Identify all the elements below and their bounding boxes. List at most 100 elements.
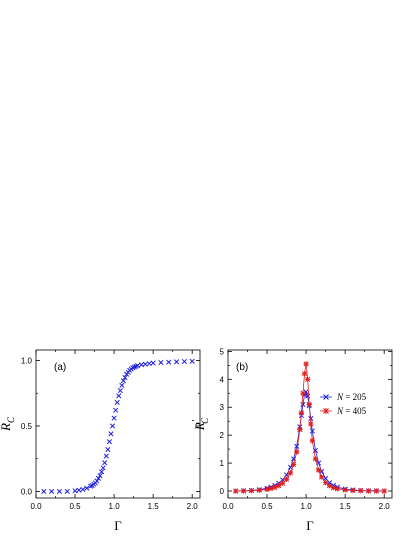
data-point <box>41 488 47 495</box>
data-point <box>294 449 300 455</box>
data-point <box>350 487 356 494</box>
data-point <box>146 361 152 367</box>
legend-label: N = 205 <box>336 392 367 402</box>
data-point <box>283 476 290 482</box>
data-point <box>319 474 325 480</box>
data-point <box>130 365 136 371</box>
data-point <box>280 480 286 486</box>
data-point <box>312 456 319 462</box>
data-point <box>248 488 255 494</box>
data-point <box>373 488 380 494</box>
panel-b-chart: 0.0 0.5 1.0 1.5 2.0 0 1 2 3 4 5 (b) Γ R′C N = 205 N = 4… <box>190 347 393 533</box>
y-tick-label: 1.0 <box>21 356 33 365</box>
y-tick-label: 0 <box>220 487 225 496</box>
data-point <box>358 488 364 494</box>
y-tick-label: 4 <box>220 375 225 384</box>
data-point <box>138 362 144 368</box>
data-point <box>94 478 100 484</box>
data-point <box>111 415 117 421</box>
x-axis-label: Γ <box>306 518 314 533</box>
data-point <box>233 488 239 494</box>
x-tick-label: 0.5 <box>69 502 81 511</box>
data-point <box>105 446 111 453</box>
data-point <box>297 426 303 433</box>
y-axis-label: RC <box>0 416 16 432</box>
data-point <box>88 483 94 489</box>
data-point <box>181 358 187 365</box>
data-point <box>303 361 309 367</box>
data-point <box>315 467 322 473</box>
series-1 <box>233 361 387 494</box>
data-point <box>158 360 164 366</box>
legend-marker <box>323 394 329 400</box>
data-point <box>342 487 348 493</box>
x-tick-label: 2.0 <box>187 502 199 511</box>
data-point <box>142 361 148 367</box>
data-point <box>365 488 372 494</box>
x-tick-label: 0.0 <box>222 502 234 511</box>
data-point <box>287 470 294 476</box>
y-tick-label: 0.5 <box>21 422 33 431</box>
data-point <box>133 363 139 369</box>
data-point <box>102 460 108 466</box>
x-tick-label: 0.5 <box>261 502 273 511</box>
data-point <box>122 374 128 381</box>
data-point <box>308 415 314 421</box>
data-point <box>300 390 306 396</box>
data-point <box>80 486 86 493</box>
x-tick-label: 0.0 <box>30 502 42 511</box>
x-tick-label: 1.0 <box>109 502 121 511</box>
data-point <box>49 488 55 495</box>
data-point <box>109 423 116 429</box>
series-0 <box>41 358 195 495</box>
data-point <box>298 410 305 416</box>
data-point <box>305 376 311 382</box>
plot-frame <box>227 349 393 499</box>
legend-label: N = 405 <box>336 406 367 416</box>
data-point <box>64 488 70 495</box>
data-point <box>72 488 78 494</box>
data-point <box>166 359 172 365</box>
data-point <box>84 485 90 491</box>
data-point <box>174 359 180 365</box>
data-point <box>322 480 329 486</box>
data-point <box>114 399 120 405</box>
data-point <box>309 438 315 444</box>
data-point <box>131 364 137 370</box>
data-point <box>334 486 340 492</box>
data-point <box>268 485 274 492</box>
x-tick-label: 2.0 <box>379 502 391 511</box>
data-point <box>76 487 82 493</box>
panel-label: (b) <box>236 362 248 373</box>
data-point <box>300 401 306 408</box>
data-point <box>97 473 103 479</box>
data-point <box>264 486 270 492</box>
data-point <box>103 453 109 459</box>
data-point <box>150 360 156 366</box>
panel-label: (a) <box>54 362 66 373</box>
data-point <box>189 358 195 364</box>
legend-marker <box>323 408 329 414</box>
y-tick-label: 0.0 <box>21 487 33 496</box>
data-point <box>381 488 387 494</box>
plot-frame <box>35 349 201 499</box>
x-axis-label: Γ <box>114 518 122 533</box>
data-point <box>56 488 62 495</box>
data-point <box>134 363 141 369</box>
series-line <box>235 363 385 492</box>
y-axis-label: R′C <box>190 417 210 431</box>
data-point <box>306 401 312 408</box>
data-point <box>290 461 297 468</box>
data-point <box>119 382 125 388</box>
data-point <box>116 393 122 399</box>
data-point <box>330 485 337 491</box>
data-point <box>95 475 102 481</box>
x-tick-label: 1.5 <box>148 502 160 511</box>
y-tick-label: 1 <box>220 459 225 468</box>
y-tick-label: 2 <box>220 431 225 440</box>
x-tick-label: 1.5 <box>340 502 352 511</box>
legend: N = 205 N = 405 <box>320 392 367 416</box>
data-point <box>240 488 247 494</box>
data-point <box>108 431 114 437</box>
